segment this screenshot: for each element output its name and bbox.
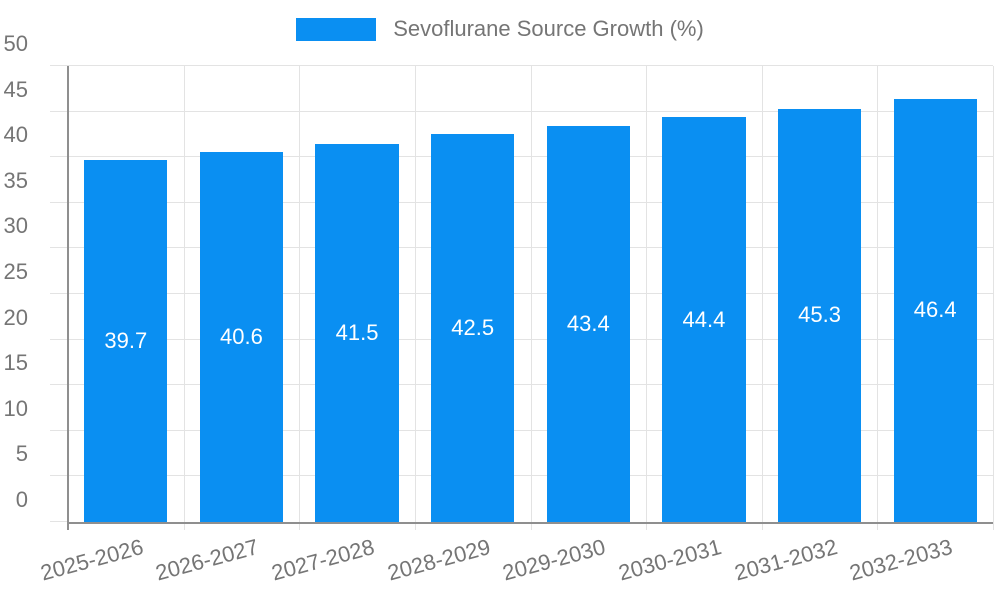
x-axis-category-label: 2030-2031: [615, 534, 724, 586]
x-axis-tick: [414, 522, 416, 530]
y-axis-tick: [50, 521, 68, 522]
bar-value-label: 39.7: [104, 327, 148, 353]
y-axis-tick: [50, 429, 68, 431]
x-axis-category-label: 2031-2032: [731, 534, 840, 586]
y-axis-tick-label: 10: [3, 395, 28, 421]
y-axis-tick: [50, 65, 68, 66]
x-axis-tick: [877, 522, 879, 530]
x-axis-category-label: 2028-2029: [384, 534, 493, 586]
gridline-vertical: [761, 66, 763, 522]
bar[interactable]: 42.5: [431, 134, 515, 522]
y-axis-tick: [50, 201, 68, 203]
x-axis-tick: [761, 522, 763, 530]
x-axis-tick: [299, 522, 301, 530]
x-axis-tick: [993, 522, 994, 530]
x-axis-category-label: 2025-2026: [37, 534, 146, 586]
plot-area: 0 5 10 15 20 25 30 35 40 45 50 39.7 2025-2026 40.6 202…: [4, 33, 994, 585]
y-axis-tick: [50, 293, 68, 294]
bar-value-label: 44.4: [682, 306, 726, 332]
y-axis-tick-label: 40: [3, 122, 28, 148]
gridline-horizontal: [68, 65, 993, 66]
bar-value-label: 40.6: [220, 323, 263, 349]
y-axis-tick-label: 0: [15, 487, 28, 512]
y-axis-tick: [50, 338, 68, 340]
bar-value-label: 43.4: [566, 311, 610, 337]
bar[interactable]: 40.6: [199, 151, 284, 522]
bar[interactable]: 41.5: [315, 143, 399, 522]
y-axis-tick: [50, 247, 68, 249]
x-axis-category-label: 2027-2028: [268, 534, 378, 586]
x-axis-category-label: 2032-2033: [847, 534, 956, 586]
legend[interactable]: Sevoflurane Source Growth (%): [0, 16, 1000, 42]
bar[interactable]: 45.3: [777, 108, 862, 522]
gridline-vertical: [183, 66, 185, 522]
y-axis-tick: [50, 475, 68, 477]
y-axis-tick-label: 45: [3, 76, 28, 102]
bar-value-label: 41.5: [335, 319, 379, 345]
y-axis-line: [67, 66, 69, 530]
gridline-vertical: [877, 66, 879, 522]
bar[interactable]: 39.7: [84, 159, 168, 522]
bar-value-label: 42.5: [451, 315, 495, 341]
gridline-vertical: [414, 66, 416, 522]
bar-value-label: 46.4: [913, 297, 957, 323]
y-axis-tick-label: 30: [3, 213, 28, 239]
gridline-vertical: [299, 66, 301, 522]
x-axis-category-label: 2026-2027: [153, 534, 262, 586]
x-axis-category-label: 2029-2030: [500, 534, 609, 586]
gridline-vertical: [993, 66, 994, 522]
y-axis-tick-label: 25: [3, 259, 28, 284]
y-axis-tick: [50, 384, 68, 386]
bar[interactable]: 43.4: [546, 126, 630, 522]
x-axis-tick: [183, 522, 185, 530]
x-axis-line: [68, 522, 993, 524]
bar[interactable]: 46.4: [893, 98, 977, 522]
y-axis-tick-label: 20: [3, 304, 28, 330]
y-axis-tick-label: 5: [15, 441, 28, 467]
y-axis-tick-label: 15: [3, 350, 28, 376]
bar[interactable]: 44.4: [662, 117, 746, 522]
legend-label: Sevoflurane Source Growth (%): [393, 16, 704, 41]
legend-swatch-icon: [296, 17, 377, 41]
x-axis-tick: [646, 522, 648, 530]
gridline-vertical: [646, 66, 648, 522]
y-axis-tick-label: 50: [3, 31, 28, 56]
x-axis-tick: [530, 522, 532, 530]
y-axis-tick: [50, 110, 68, 112]
y-axis-tick: [50, 156, 68, 158]
bar-value-label: 45.3: [798, 302, 841, 328]
gridline-vertical: [530, 66, 532, 522]
y-axis-tick-label: 35: [3, 167, 28, 193]
